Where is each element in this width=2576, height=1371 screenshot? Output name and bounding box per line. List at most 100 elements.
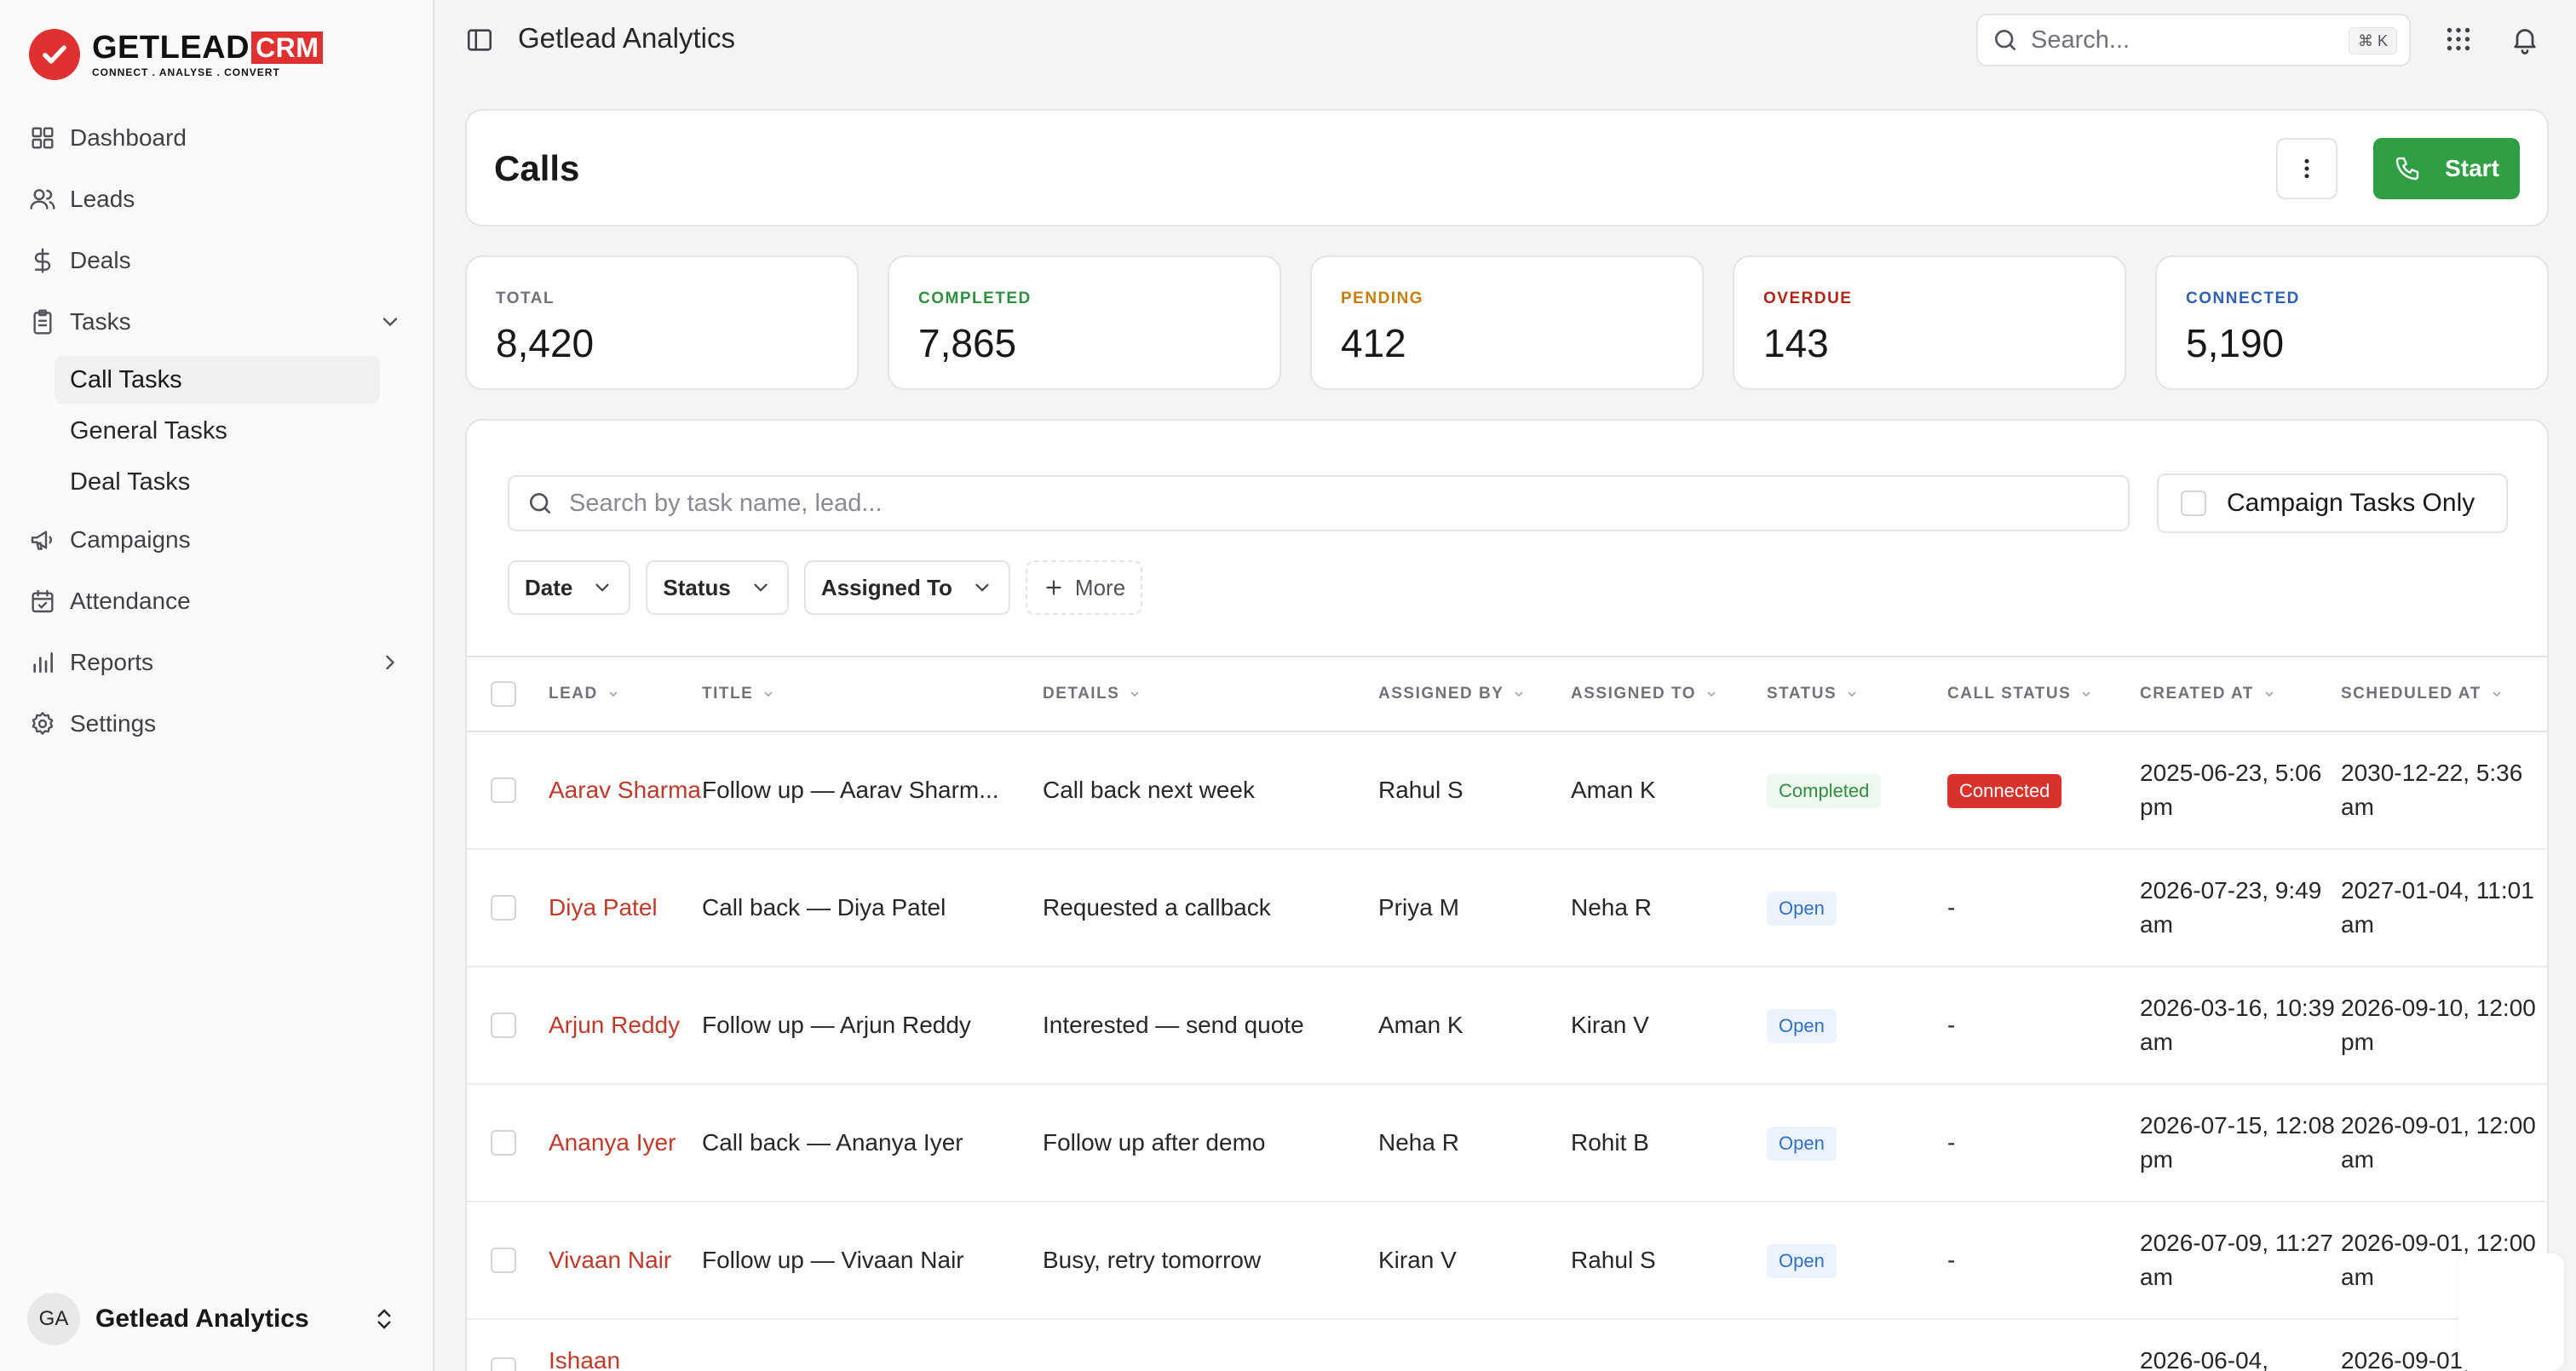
global-search-input[interactable] xyxy=(2031,26,2337,54)
stat-value: 5,190 xyxy=(2186,321,2285,365)
start-label: Start xyxy=(2445,155,2499,181)
stat-value: 8,420 xyxy=(496,321,595,365)
column-header-created-at[interactable]: CREATED AT xyxy=(2140,657,2341,731)
calendar-check-icon xyxy=(32,589,54,613)
more-options-button[interactable] xyxy=(2276,138,2337,199)
lead-link[interactable]: Ananya Iyer xyxy=(549,1129,676,1156)
account-switcher[interactable]: GA Getlead Analytics xyxy=(27,1291,411,1347)
table-header-row: LEAD TITLE DETAILS ASSIGNED BY ASSIGNED … xyxy=(467,657,2547,731)
checkmark-logo-icon xyxy=(29,29,80,80)
column-header-lead[interactable]: LEAD xyxy=(549,657,702,731)
column-header-details[interactable]: DETAILS xyxy=(1043,657,1378,731)
tasks-table-card: Campaign Tasks Only Date Status Assigned… xyxy=(465,419,2549,1371)
more-filters-button[interactable]: More xyxy=(1025,560,1143,615)
assigned-by: Priya M xyxy=(1378,894,1459,921)
table-row[interactable]: Aarav Sharma Follow up — Aarav Sharm... … xyxy=(467,731,2547,849)
call-status: - xyxy=(1947,1129,1956,1156)
getlead-logo[interactable]: GETLEAD CRM CONNECT . ANALYSE . CONVERT xyxy=(29,27,324,82)
lead-link[interactable]: Aarav Sharma xyxy=(549,777,701,803)
column-header-status[interactable]: STATUS xyxy=(1767,657,1947,731)
assigned-to xyxy=(1571,1319,1767,1371)
call-status xyxy=(1947,1319,2140,1371)
chevron-down-icon xyxy=(2082,691,2090,697)
row-checkbox[interactable] xyxy=(491,777,516,803)
bar-chart-icon xyxy=(33,652,53,673)
assigned-by: Neha R xyxy=(1378,1129,1459,1156)
assigned-to-filter-button[interactable]: Assigned To xyxy=(803,560,1010,615)
bell-icon[interactable] xyxy=(2510,24,2540,54)
chevron-down-icon xyxy=(609,691,618,697)
sidebar-toggle-icon[interactable] xyxy=(465,26,494,54)
task-title: Follow up — Vivaan Nair xyxy=(702,1247,964,1273)
stat-card-total: TOTAL 8,420 xyxy=(465,255,859,390)
row-checkbox[interactable] xyxy=(491,1248,516,1273)
global-search[interactable]: ⌘ K xyxy=(1976,14,2411,66)
stat-label: COMPLETED xyxy=(918,290,1032,307)
sidebar-item-reports[interactable]: Reports xyxy=(17,632,417,693)
assigned-to: Aman K xyxy=(1571,777,1656,803)
lead-link[interactable]: Diya Patel xyxy=(549,894,658,921)
sidebar-item-settings[interactable]: Settings xyxy=(17,693,417,754)
row-checkbox[interactable] xyxy=(491,1357,516,1371)
chevron-down-icon xyxy=(1707,691,1716,697)
row-checkbox[interactable] xyxy=(491,1130,516,1156)
column-header-assigned-to[interactable]: ASSIGNED TO xyxy=(1571,657,1767,731)
row-checkbox[interactable] xyxy=(491,895,516,921)
lead-link[interactable]: Vivaan Nair xyxy=(549,1247,672,1273)
stat-label: TOTAL xyxy=(496,290,555,307)
task-details: Interested — send quote xyxy=(1043,1012,1304,1038)
filter-bar: Date Status Assigned To More xyxy=(508,560,1143,615)
sidebar-item-deal-tasks[interactable]: Deal Tasks xyxy=(70,468,191,496)
table-row[interactable]: Vivaan Nair Follow up — Vivaan Nair Busy… xyxy=(467,1202,2547,1319)
stat-value: 143 xyxy=(1763,321,1829,365)
select-all-checkbox[interactable] xyxy=(491,681,516,707)
campaign-only-checkbox[interactable] xyxy=(2181,490,2206,516)
table-row[interactable]: Ananya Iyer Call back — Ananya Iyer Foll… xyxy=(467,1084,2547,1202)
stat-value: 412 xyxy=(1341,321,1406,365)
task-search-input[interactable] xyxy=(569,489,2017,518)
assigned-by: Aman K xyxy=(1378,1012,1463,1038)
sidebar-item-tasks[interactable]: Tasks xyxy=(17,291,417,353)
sidebar-item-dashboard[interactable]: Dashboard xyxy=(17,107,417,169)
sidebar-item-campaigns[interactable]: Campaigns xyxy=(17,509,417,571)
lead-link[interactable]: Arjun Reddy xyxy=(549,1012,681,1038)
created-at: 2026-07-23, 9:49 am xyxy=(2140,877,2322,938)
table-row[interactable]: Ishaan 2026-06-04, 2026-09-01, xyxy=(467,1319,2547,1371)
megaphone-icon xyxy=(31,531,52,550)
task-title: Call back — Ananya Iyer xyxy=(702,1129,963,1156)
sidebar-item-general-tasks[interactable]: General Tasks xyxy=(70,416,227,445)
created-at: 2026-07-09, 11:27 am xyxy=(2140,1230,2333,1290)
sidebar-item-call-tasks[interactable]: Call Tasks xyxy=(55,356,380,404)
assigned-to: Kiran V xyxy=(1571,1012,1649,1038)
table-row[interactable]: Arjun Reddy Follow up — Arjun Reddy Inte… xyxy=(467,967,2547,1084)
sidebar-item-label: Leads xyxy=(70,186,135,212)
lead-link[interactable]: Ishaan xyxy=(549,1347,621,1371)
topbar: Getlead Analytics ⌘ K xyxy=(436,0,2576,82)
task-details: Call back next week xyxy=(1043,777,1256,803)
phone-icon xyxy=(2395,157,2419,181)
column-header-title[interactable]: TITLE xyxy=(702,657,1043,731)
column-header-assigned-by[interactable]: ASSIGNED BY xyxy=(1378,657,1571,731)
task-details: Busy, retry tomorrow xyxy=(1043,1247,1262,1273)
date-filter-button[interactable]: Date xyxy=(508,560,631,615)
task-search[interactable] xyxy=(508,475,2130,531)
row-checkbox[interactable] xyxy=(491,1012,516,1038)
assigned-to: Rohit B xyxy=(1571,1129,1649,1156)
created-at: 2026-03-16, 10:39 am xyxy=(2140,995,2335,1055)
assigned-by xyxy=(1378,1319,1571,1371)
sidebar-item-attendance[interactable]: Attendance xyxy=(17,571,417,632)
sidebar-item-leads[interactable]: Leads xyxy=(17,169,417,230)
call-status: - xyxy=(1947,894,1956,921)
column-label: SCHEDULED AT xyxy=(2341,685,2481,703)
users-icon xyxy=(30,189,55,209)
status-filter-button[interactable]: Status xyxy=(646,560,789,615)
page-title: Calls xyxy=(494,148,580,188)
table-row[interactable]: Diya Patel Call back — Diya Patel Reques… xyxy=(467,849,2547,967)
apps-grid-icon[interactable] xyxy=(2443,24,2474,54)
start-call-button[interactable]: Start xyxy=(2373,138,2520,199)
campaign-tasks-only-toggle[interactable]: Campaign Tasks Only xyxy=(2157,473,2508,533)
column-header-scheduled-at[interactable]: SCHEDULED AT xyxy=(2341,657,2547,731)
page-header-card: Calls Start xyxy=(465,109,2549,227)
sidebar-item-deals[interactable]: Deals xyxy=(17,230,417,291)
column-header-call-status[interactable]: CALL STATUS xyxy=(1947,657,2140,731)
